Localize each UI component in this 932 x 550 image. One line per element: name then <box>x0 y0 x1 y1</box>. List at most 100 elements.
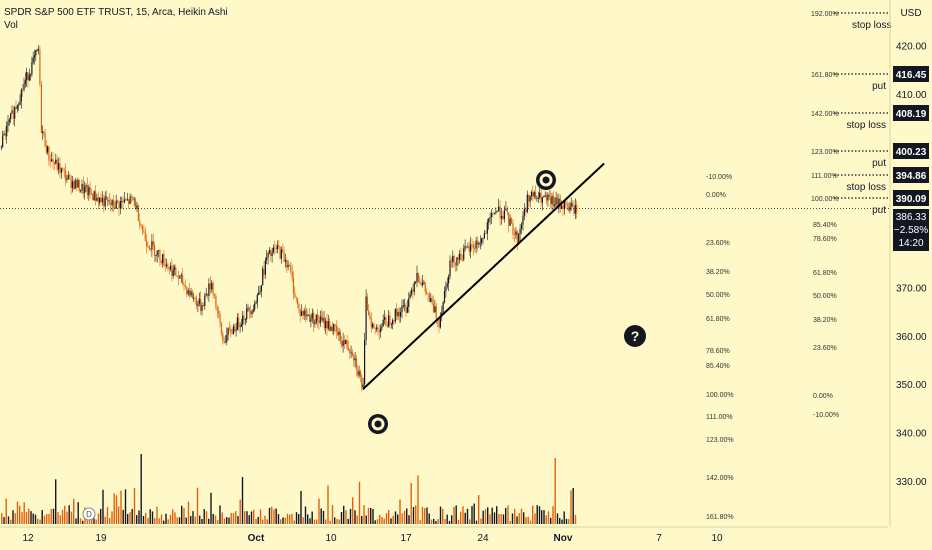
candle-body <box>552 195 554 207</box>
volume-bar <box>129 512 131 524</box>
candle-body <box>47 146 49 153</box>
volume-bar <box>563 511 565 524</box>
candle-body <box>319 316 321 324</box>
volume-bar <box>140 454 142 524</box>
volume-bar <box>318 498 320 524</box>
candle-body <box>151 241 153 250</box>
fib-extension-label: 100.00% <box>811 196 839 203</box>
volume-bar <box>151 511 154 524</box>
volume-bar <box>520 508 523 524</box>
volume-bar <box>527 516 529 524</box>
candle-body <box>439 315 441 328</box>
candle-body <box>445 286 447 291</box>
volume-bar <box>480 518 482 524</box>
candle-body <box>499 206 501 219</box>
candle-body <box>463 248 465 260</box>
volume-bar <box>212 513 214 524</box>
fib-level-label: 142.00% <box>706 475 734 482</box>
volume-bar <box>43 515 46 524</box>
candle-body <box>101 198 103 202</box>
candle-body <box>184 286 186 287</box>
volume-bar <box>3 517 5 524</box>
candle-body <box>227 328 229 335</box>
candle-body <box>374 328 376 330</box>
candle-body <box>27 72 29 81</box>
volume-bar <box>100 508 102 524</box>
volume-bar <box>300 490 302 524</box>
volume-bar <box>149 509 151 524</box>
candle-body <box>55 159 57 164</box>
volume-bar <box>496 506 498 524</box>
candle-body <box>365 296 367 340</box>
candle-body <box>180 275 182 276</box>
volume-bar <box>19 505 21 524</box>
candle-body <box>389 315 391 325</box>
candle-body <box>282 249 284 253</box>
candle-body <box>263 268 265 275</box>
volume-bar <box>1 513 3 524</box>
volume-bar <box>331 505 334 524</box>
candle-body <box>427 293 429 295</box>
candle-body <box>431 298 433 304</box>
candle-body <box>272 247 274 253</box>
candle-body <box>358 371 360 376</box>
volume-bar <box>127 514 129 524</box>
fib-level-label: -10.00% <box>706 174 732 181</box>
candle-body <box>71 181 73 188</box>
currency-label: USD <box>900 8 921 19</box>
volume-bar <box>66 511 68 524</box>
candle-body <box>346 340 348 348</box>
candle-body <box>69 175 71 176</box>
candle-body <box>209 283 211 290</box>
fib-level-label: 85.40% <box>706 363 730 370</box>
candle-body <box>190 291 192 296</box>
candle-body <box>2 135 4 147</box>
candle-body <box>88 187 90 196</box>
candle-body <box>6 125 8 137</box>
candle-body <box>459 253 461 260</box>
volume-bar <box>111 511 113 524</box>
candle-body <box>574 205 576 214</box>
candle-body <box>205 293 207 296</box>
candle-body <box>569 206 571 211</box>
candle-body <box>224 342 226 343</box>
candle-body <box>40 84 42 133</box>
candle-body <box>125 199 127 201</box>
candle-body <box>230 329 232 333</box>
candle-body <box>242 315 244 325</box>
candle-body <box>204 295 206 306</box>
volume-bar <box>448 520 451 524</box>
symbol-title[interactable]: SPDR S&P 500 ETF TRUST, 15, Arca, Heikin… <box>4 7 228 18</box>
volume-bar <box>88 520 91 524</box>
axis-settings-button <box>893 530 929 548</box>
volume-bar <box>556 513 559 524</box>
candle-body <box>82 184 84 194</box>
volume-bar <box>21 512 23 524</box>
candle-body <box>345 340 347 345</box>
volume-bar <box>124 489 127 524</box>
candle-body <box>441 312 443 316</box>
y-tick-label: 350.00 <box>896 380 927 391</box>
candle-body <box>152 241 154 246</box>
candle-body <box>435 306 437 319</box>
candle-body <box>186 286 188 295</box>
candle-body <box>512 223 514 235</box>
candle-body <box>357 369 359 376</box>
candle-body <box>64 170 67 180</box>
volume-bar <box>397 514 399 524</box>
candle-body <box>136 205 138 209</box>
x-tick-label: 7 <box>656 533 662 544</box>
candle-body <box>291 271 293 279</box>
candle-body <box>276 245 278 250</box>
candle-body <box>300 311 303 316</box>
candle-body <box>338 331 340 336</box>
candle-body <box>49 160 51 162</box>
volume-bar <box>363 505 365 524</box>
candle-body <box>529 196 531 202</box>
candle-body <box>197 303 199 306</box>
question-icon <box>624 325 646 347</box>
volume-bar <box>154 518 156 524</box>
candle-body <box>283 252 285 262</box>
candle-body <box>398 311 400 317</box>
